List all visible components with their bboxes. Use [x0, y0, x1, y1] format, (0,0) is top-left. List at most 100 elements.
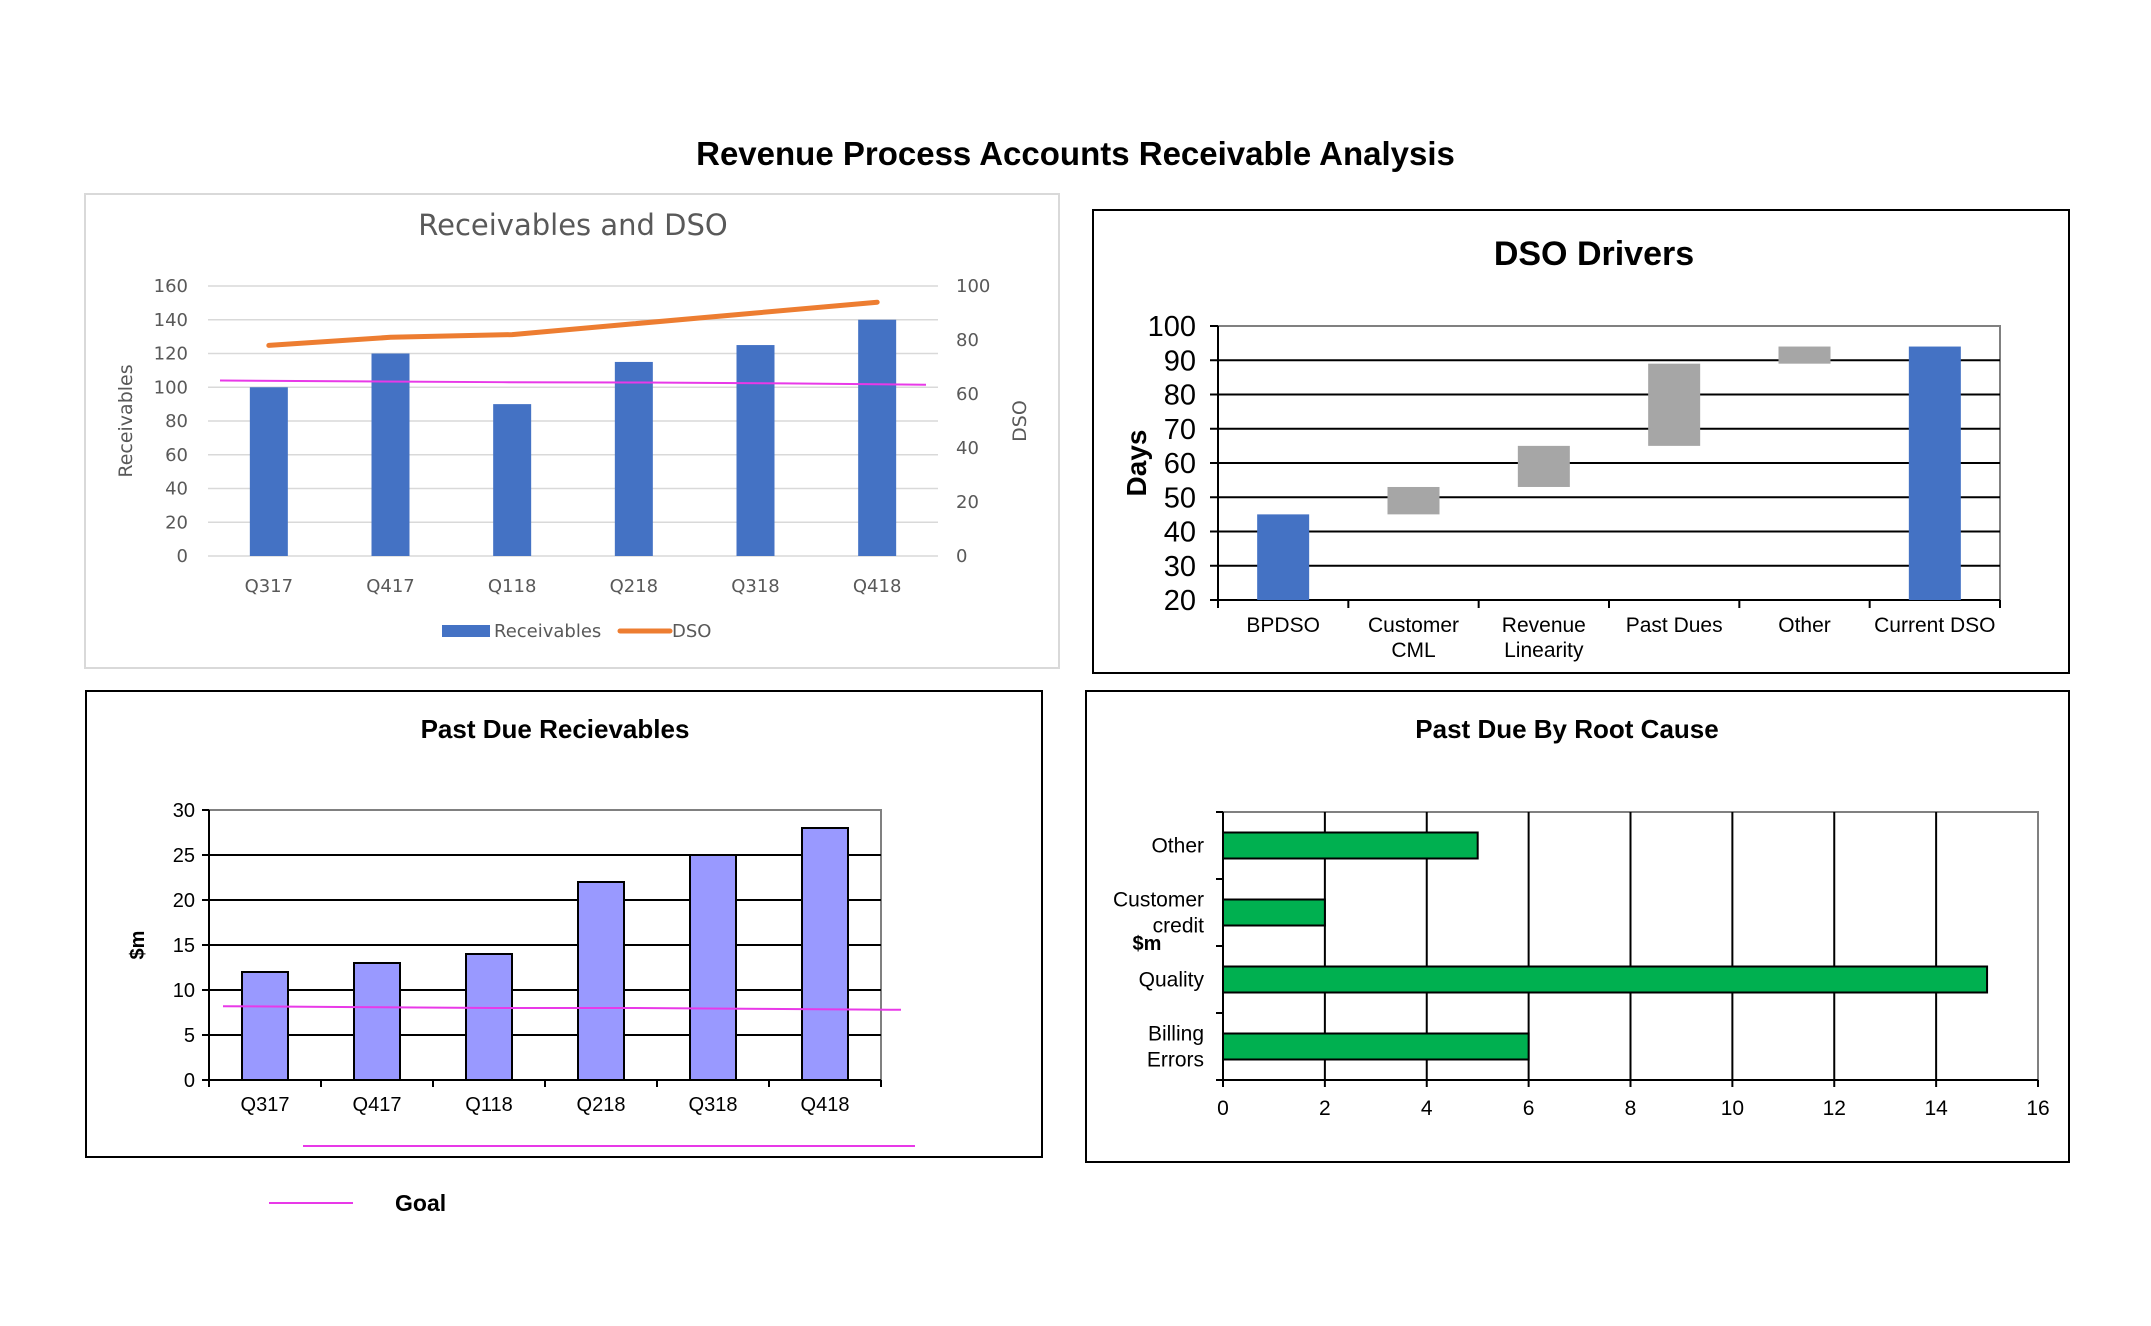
y2-tick-label: 60 — [956, 384, 979, 405]
x-tick-label: 4 — [1421, 1097, 1433, 1120]
y2-tick-label: 80 — [956, 330, 979, 351]
past-due-bar — [689, 854, 737, 1081]
y-axis-label: Days — [1121, 430, 1152, 497]
y2-tick-label: 0 — [956, 546, 967, 567]
goal-legend-swatch — [269, 1202, 353, 1204]
driver-bar — [1257, 514, 1310, 600]
y-tick-label: 160 — [154, 276, 188, 297]
receivables-bar — [371, 353, 410, 556]
y-tick-label: 60 — [1164, 448, 1196, 480]
receivables-bar — [249, 387, 288, 556]
x-tick-label: Q118 — [488, 576, 537, 597]
goal-line — [219, 379, 927, 386]
past-due-root-cause-svg: Past Due By Root Cause 0 2 4 6 8 10 12 14 16 Other… — [1113, 714, 2050, 1120]
root-cause-bar — [1222, 965, 1989, 994]
past-due-bar — [577, 881, 625, 1081]
x-tick-label: CML — [1391, 639, 1435, 662]
x-tick-label: 2 — [1319, 1097, 1331, 1120]
y-tick-label: 0 — [184, 1070, 195, 1092]
x-tick-label: Q317 — [245, 576, 294, 597]
receivables-bar — [493, 404, 532, 556]
page-title: Revenue Process Accounts Receivable Anal… — [696, 135, 1455, 172]
root-cause-bar — [1222, 1032, 1530, 1061]
x-tick-label: 0 — [1217, 1097, 1229, 1120]
receivables-dso-svg: Receivables and DSO 0 20 40 60 80 100 120 140 160… — [115, 208, 1031, 642]
y-tick-label: 20 — [165, 512, 188, 533]
x-tick-label: Q418 — [801, 1094, 850, 1116]
x-tick-label: Q218 — [577, 1094, 626, 1116]
y-tick-label: 40 — [165, 479, 188, 500]
receivables-bar — [614, 361, 653, 556]
y2-axis-label: DSO — [1009, 400, 1031, 442]
x-tick-label: 6 — [1523, 1097, 1535, 1120]
axis-label: $m — [1133, 933, 1162, 955]
x-tick-label: Q318 — [689, 1094, 738, 1116]
y-tick-label: 5 — [184, 1025, 195, 1047]
past-due-receivables-chart: Past Due Recievables 0 5 10 15 20 25 30 $m Q317 Q4… — [85, 690, 1043, 1158]
y-tick-label: 20 — [1164, 585, 1196, 617]
x-tick-label: Q317 — [241, 1094, 290, 1116]
x-tick-label: Q418 — [853, 576, 902, 597]
y-tick-label: 100 — [1148, 311, 1196, 343]
x-tick-label: Q417 — [353, 1094, 402, 1116]
legend-label-receivables: Receivables — [494, 621, 601, 642]
past-due-root-cause-chart: Past Due By Root Cause 0 2 4 6 8 10 12 14 16 Other… — [1085, 690, 2070, 1163]
past-due-bar — [241, 971, 289, 1081]
past-due-bar — [353, 962, 401, 1081]
x-tick-label: 10 — [1721, 1097, 1744, 1120]
x-tick-label: 12 — [1823, 1097, 1846, 1120]
y-tick-label: 100 — [154, 377, 188, 398]
chart-title: Past Due By Root Cause — [1415, 714, 1718, 744]
y-tick-label: 15 — [173, 935, 195, 957]
y-axis-label: $m — [127, 931, 149, 960]
y-tick-label: Quality — [1139, 969, 1205, 992]
goal-legend-label: Goal — [395, 1190, 447, 1216]
dso-line — [266, 299, 880, 348]
y-tick-label: 50 — [1164, 482, 1196, 514]
y-tick-label: 30 — [1164, 551, 1196, 583]
past-due-bar — [801, 827, 849, 1081]
y-tick-label: 80 — [1164, 380, 1196, 412]
legend-swatch-receivables — [442, 625, 490, 637]
y2-tick-label: 20 — [956, 492, 979, 513]
chart-title: DSO Drivers — [1494, 235, 1694, 273]
root-cause-bar — [1222, 898, 1326, 927]
y-tick-label: 25 — [173, 845, 195, 867]
chart-title: Receivables and DSO — [418, 208, 727, 242]
past-due-receivables-svg: Past Due Recievables 0 5 10 15 20 25 30 $m Q317 Q4… — [127, 714, 915, 1147]
y-axis-label: Receivables — [115, 364, 137, 477]
x-tick-label: BPDSO — [1246, 614, 1320, 637]
x-tick-label: Customer — [1368, 614, 1459, 637]
legend-label-dso: DSO — [672, 621, 711, 642]
x-tick-label: Q118 — [465, 1094, 512, 1116]
y-tick-label: credit — [1153, 915, 1205, 938]
goal-line — [222, 1005, 902, 1011]
driver-bar — [1648, 363, 1701, 446]
y-tick-label: Other — [1151, 835, 1204, 858]
receivables-dso-chart: Receivables and DSO 0 20 40 60 80 100 120 140 160… — [84, 193, 1060, 669]
y-tick-label: 20 — [173, 890, 195, 912]
y2-tick-label: 100 — [956, 276, 990, 297]
driver-bar — [1387, 486, 1440, 515]
x-tick-label: 16 — [2026, 1097, 2049, 1120]
y-tick-label: Billing — [1148, 1023, 1204, 1046]
y-tick-label: 60 — [165, 445, 188, 466]
x-tick-label: 8 — [1625, 1097, 1637, 1120]
y-tick-label: 10 — [173, 980, 195, 1002]
x-tick-label: Past Dues — [1626, 614, 1723, 637]
y-tick-label: 0 — [177, 546, 188, 567]
x-tick-label: 14 — [1924, 1097, 1948, 1120]
x-tick-label: Other — [1778, 614, 1831, 637]
goal-legend: Goal — [267, 1185, 567, 1221]
y-tick-label: 140 — [154, 310, 188, 331]
y2-tick-label: 40 — [956, 438, 979, 459]
driver-bar — [1908, 346, 1961, 600]
y-tick-label: 40 — [1164, 517, 1196, 549]
x-tick-label: Q318 — [731, 576, 780, 597]
driver-bar — [1778, 346, 1831, 364]
chart-title: Past Due Recievables — [421, 714, 690, 744]
y-tick-label: Errors — [1147, 1049, 1204, 1072]
x-tick-label: Linearity — [1504, 639, 1584, 662]
x-tick-label: Revenue — [1502, 614, 1586, 637]
